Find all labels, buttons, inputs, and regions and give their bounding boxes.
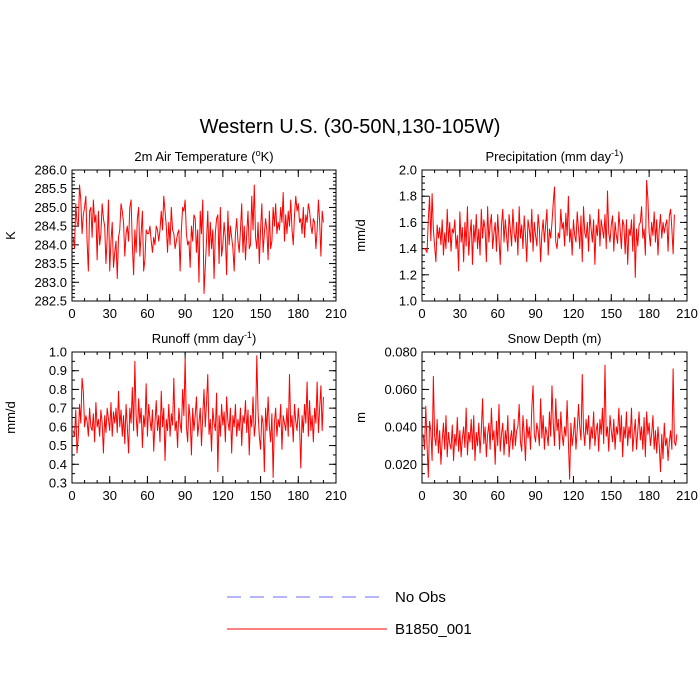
x-tick-label: 30 bbox=[453, 306, 467, 321]
y-tick-label: 0.5 bbox=[49, 438, 67, 453]
panel-title-main: Snow Depth (m) bbox=[508, 331, 602, 346]
legend: No Obs B1850_001 bbox=[227, 589, 472, 638]
y-tick-label: 0.020 bbox=[384, 457, 417, 472]
x-tick-label: 120 bbox=[212, 488, 234, 503]
x-tick-label: 0 bbox=[68, 306, 75, 321]
y-tick-label: 0.3 bbox=[49, 476, 67, 491]
x-tick-label: 60 bbox=[490, 306, 504, 321]
y-tick-label: 1.0 bbox=[49, 345, 67, 360]
panel-title: Snow Depth (m) bbox=[508, 331, 602, 346]
y-tick-label: 0.6 bbox=[49, 419, 67, 434]
x-tick-label: 90 bbox=[178, 488, 192, 503]
legend-label-b1850: B1850_001 bbox=[395, 621, 472, 638]
y-tick-label: 286.0 bbox=[34, 163, 67, 178]
panel-title-main: Precipitation (mm day bbox=[485, 149, 611, 164]
x-tick-label: 150 bbox=[600, 306, 622, 321]
panel-title-main: Runoff (mm day bbox=[152, 331, 245, 346]
x-tick-label: 30 bbox=[102, 488, 116, 503]
chart-panel-3: Snow Depth (m) m 0.020 0.040 0.060 0.080 0 30 60… bbox=[353, 331, 698, 503]
y-tick-label: 284.0 bbox=[34, 237, 67, 252]
series-line-b1850_001 bbox=[422, 364, 678, 480]
y-tick-label: 0.7 bbox=[49, 401, 67, 416]
x-tick-label: 180 bbox=[638, 306, 660, 321]
series-line-b1850_001 bbox=[72, 184, 324, 295]
x-tick-label: 0 bbox=[68, 488, 75, 503]
panel-title: Runoff (mm day-1) bbox=[152, 330, 257, 346]
y-axis-label: K bbox=[3, 231, 18, 240]
y-tick-label: 283.5 bbox=[34, 256, 67, 271]
x-tick-label: 60 bbox=[490, 488, 504, 503]
series-line-b1850_001 bbox=[72, 355, 324, 478]
x-tick-label: 0 bbox=[418, 306, 425, 321]
x-tick-label: 120 bbox=[563, 306, 585, 321]
y-tick-label: 282.5 bbox=[34, 294, 67, 309]
y-tick-label: 0.8 bbox=[49, 382, 67, 397]
y-tick-label: 285.0 bbox=[34, 200, 67, 215]
y-tick-label: 0.080 bbox=[384, 345, 417, 360]
y-tick-label: 2.0 bbox=[399, 163, 417, 178]
x-tick-label: 210 bbox=[325, 488, 347, 503]
y-tick-label: 0.060 bbox=[384, 382, 417, 397]
x-tick-label: 150 bbox=[250, 488, 272, 503]
y-axis-label: m bbox=[353, 412, 368, 423]
y-tick-label: 1.2 bbox=[399, 267, 417, 282]
plot-frame bbox=[421, 351, 688, 484]
series-line-b1850_001 bbox=[423, 179, 675, 278]
x-tick-label: 0 bbox=[418, 488, 425, 503]
y-tick-label: 1.8 bbox=[399, 189, 417, 204]
y-tick-label: 0.040 bbox=[384, 419, 417, 434]
legend-label-no-obs: No Obs bbox=[395, 589, 446, 606]
plot-frame bbox=[71, 169, 337, 302]
panel-title-superscript: -1 bbox=[244, 330, 252, 340]
panel-title-superscript: -1 bbox=[611, 148, 619, 158]
y-axis-label: mm/d bbox=[3, 401, 18, 434]
panel-title: Precipitation (mm day-1) bbox=[485, 148, 623, 164]
x-tick-label: 180 bbox=[287, 306, 309, 321]
x-tick-label: 120 bbox=[563, 488, 585, 503]
x-tick-label: 210 bbox=[676, 306, 698, 321]
x-tick-label: 150 bbox=[600, 488, 622, 503]
x-tick-label: 210 bbox=[676, 488, 698, 503]
figure-title: Western U.S. (30-50N,130-105W) bbox=[200, 116, 501, 138]
chart-panel-2: Runoff (mm day-1) mm/d 0.3 0.4 0.5 0.6 0.7 0.8 0… bbox=[3, 330, 347, 503]
x-tick-label: 30 bbox=[453, 488, 467, 503]
chart-panels: 2m Air Temperature (oK) K 282.5 283.0 283.5 2… bbox=[3, 148, 698, 503]
y-tick-label: 1.4 bbox=[399, 241, 417, 256]
x-tick-label: 90 bbox=[178, 306, 192, 321]
plot-frame bbox=[421, 169, 688, 302]
x-tick-label: 90 bbox=[528, 488, 542, 503]
y-tick-label: 0.4 bbox=[49, 457, 67, 472]
y-axis-label: mm/d bbox=[353, 219, 368, 252]
x-tick-label: 180 bbox=[638, 488, 660, 503]
panel-title-end: K) bbox=[261, 149, 274, 164]
chart-panel-0: 2m Air Temperature (oK) K 282.5 283.0 283.5 2… bbox=[3, 148, 347, 321]
y-tick-label: 283.0 bbox=[34, 275, 67, 290]
x-tick-label: 60 bbox=[140, 488, 154, 503]
panel-title-main: 2m Air Temperature ( bbox=[134, 149, 256, 164]
panel-title-end: ) bbox=[252, 331, 256, 346]
x-tick-label: 60 bbox=[140, 306, 154, 321]
x-tick-label: 90 bbox=[528, 306, 542, 321]
y-tick-label: 1.0 bbox=[399, 294, 417, 309]
y-tick-label: 1.6 bbox=[399, 215, 417, 230]
y-tick-label: 285.5 bbox=[34, 181, 67, 196]
chart-panel-1: Precipitation (mm day-1) mm/d 1.0 1.2 1.4 1.6… bbox=[353, 148, 698, 321]
panel-title-superscript: o bbox=[256, 148, 261, 158]
x-tick-label: 180 bbox=[287, 488, 309, 503]
x-tick-label: 30 bbox=[102, 306, 116, 321]
plot-frame bbox=[71, 351, 337, 484]
y-tick-label: 284.5 bbox=[34, 219, 67, 234]
panel-title: 2m Air Temperature (oK) bbox=[134, 148, 273, 164]
panel-title-end: ) bbox=[619, 149, 623, 164]
x-tick-label: 210 bbox=[325, 306, 347, 321]
y-tick-label: 0.9 bbox=[49, 363, 67, 378]
x-tick-label: 120 bbox=[212, 306, 234, 321]
x-tick-label: 150 bbox=[250, 306, 272, 321]
